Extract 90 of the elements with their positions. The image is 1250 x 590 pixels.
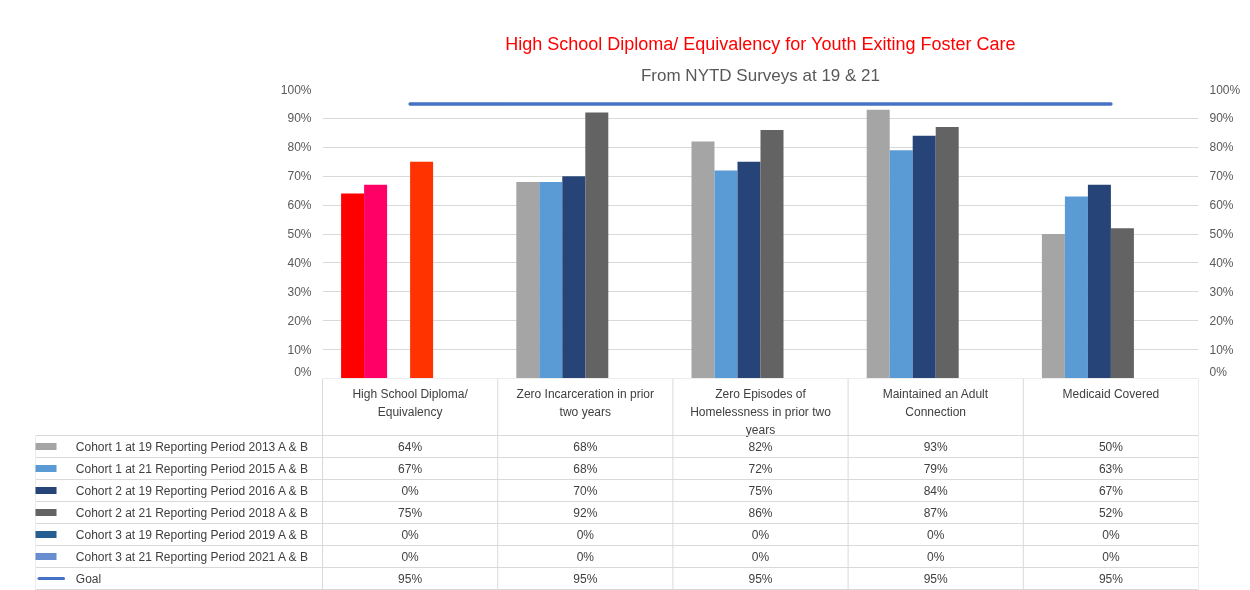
- y-tick-label: 80%: [287, 140, 312, 155]
- y-tick-label: 30%: [287, 284, 312, 299]
- data-label: 0%: [751, 549, 770, 564]
- legend-label: Cohort 2 at 19 Reporting Period 2016 A & B: [75, 483, 308, 498]
- x-tick-label: Zero Episodes of Homelessness in prior two years: [690, 386, 832, 437]
- bar: [691, 141, 715, 378]
- y-tick-label: 70%: [287, 169, 312, 184]
- bar: [516, 181, 540, 378]
- data-label: 95%: [923, 571, 949, 586]
- y2-tick-label: 20%: [1209, 313, 1234, 328]
- data-label: 75%: [398, 505, 423, 520]
- bar: [539, 181, 563, 378]
- bar: [341, 193, 365, 378]
- bar: [866, 109, 890, 378]
- bar: [737, 161, 761, 378]
- y2-tick-label: 30%: [1209, 284, 1234, 299]
- y2-tick-label: 60%: [1209, 198, 1234, 213]
- data-label: 95%: [573, 571, 598, 586]
- data-label: 64%: [398, 439, 423, 454]
- legend-label: Cohort 3 at 19 Reporting Period 2019 A & B: [75, 527, 308, 542]
- bar: [912, 135, 936, 378]
- y-tick-label: 20%: [287, 313, 312, 328]
- y2-tick-label: 0%: [1209, 364, 1228, 379]
- data-label: 92%: [573, 505, 598, 520]
- data-label: 67%: [1098, 483, 1124, 498]
- data-label: 84%: [923, 483, 949, 498]
- y-tick-label: 10%: [287, 342, 312, 357]
- data-label: 0%: [927, 527, 945, 542]
- data-label: 0%: [401, 549, 420, 564]
- bar: [1064, 196, 1088, 378]
- chart-subtitle: From NYTD Surveys at 19 & 21: [640, 65, 881, 85]
- bar: [1087, 184, 1111, 378]
- data-label: 95%: [1098, 571, 1124, 586]
- data-label: 68%: [573, 461, 598, 476]
- y2-tick-label: 80%: [1209, 140, 1234, 155]
- legend-label: Cohort 2 at 21 Reporting Period 2018 A & B: [75, 505, 308, 520]
- data-label: 82%: [748, 439, 773, 454]
- data-label: 95%: [748, 571, 773, 586]
- legend-label: Cohort 1 at 21 Reporting Period 2015 A & B: [75, 461, 308, 476]
- data-label: 86%: [748, 505, 773, 520]
- legend-label: Cohort 1 at 19 Reporting Period 2013 A & B: [75, 439, 308, 454]
- data-label: 75%: [748, 483, 773, 498]
- bar: [760, 129, 784, 378]
- data-label: 63%: [1098, 461, 1124, 476]
- y-tick-label: 40%: [287, 255, 312, 270]
- data-label: 50%: [1098, 439, 1124, 454]
- x-tick-label: High School Diploma/ Equivalency: [352, 386, 469, 419]
- y-tick-label: 60%: [287, 198, 312, 213]
- bar: [714, 170, 738, 378]
- data-label: 0%: [1102, 549, 1120, 564]
- data-label: 72%: [748, 461, 773, 476]
- data-label: 79%: [923, 461, 949, 476]
- data-label: 93%: [923, 439, 949, 454]
- y2-tick-label: 10%: [1209, 342, 1234, 357]
- data-label: 52%: [1098, 505, 1124, 520]
- y2-tick-label: 90%: [1209, 111, 1234, 126]
- bar: [935, 127, 959, 378]
- legend-label: Cohort 3 at 21 Reporting Period 2021 A & B: [75, 549, 308, 564]
- data-label: 0%: [401, 527, 420, 542]
- bar: [1110, 228, 1134, 378]
- data-label: 0%: [401, 483, 420, 498]
- y-tick-label: 100%: [280, 82, 312, 97]
- y2-tick-label: 40%: [1209, 255, 1234, 270]
- data-label: 0%: [576, 527, 595, 542]
- y-tick-label: 90%: [287, 111, 312, 126]
- bar: [1041, 234, 1065, 378]
- data-label: 67%: [398, 461, 423, 476]
- y2-tick-label: 100%: [1209, 82, 1241, 97]
- legend-label: Goal: [75, 571, 102, 586]
- data-label: 70%: [573, 483, 598, 498]
- data-label: 0%: [927, 549, 945, 564]
- x-tick-label: Medicaid Covered: [1062, 386, 1160, 401]
- bar: [585, 112, 609, 378]
- data-label: 0%: [751, 527, 770, 542]
- bar: [410, 161, 434, 378]
- bar: [889, 150, 913, 378]
- y2-tick-label: 70%: [1209, 169, 1234, 184]
- data-label: 0%: [1102, 527, 1120, 542]
- data-label: 95%: [398, 571, 423, 586]
- bar: [364, 184, 388, 378]
- chart-title: High School Diploma/ Equivalency for Youth Exiting Foster Care: [505, 33, 1016, 54]
- data-label: 68%: [573, 439, 598, 454]
- data-label: 0%: [576, 549, 595, 564]
- y-tick-label: 50%: [287, 227, 312, 241]
- y-tick-label: 0%: [294, 364, 312, 379]
- x-tick-label: Zero Incarceration in prior two years: [516, 386, 654, 419]
- bar: [562, 176, 586, 378]
- y2-tick-label: 50%: [1209, 227, 1234, 241]
- x-tick-label: Maintained an Adult Connection: [882, 386, 989, 419]
- data-label: 87%: [923, 505, 949, 520]
